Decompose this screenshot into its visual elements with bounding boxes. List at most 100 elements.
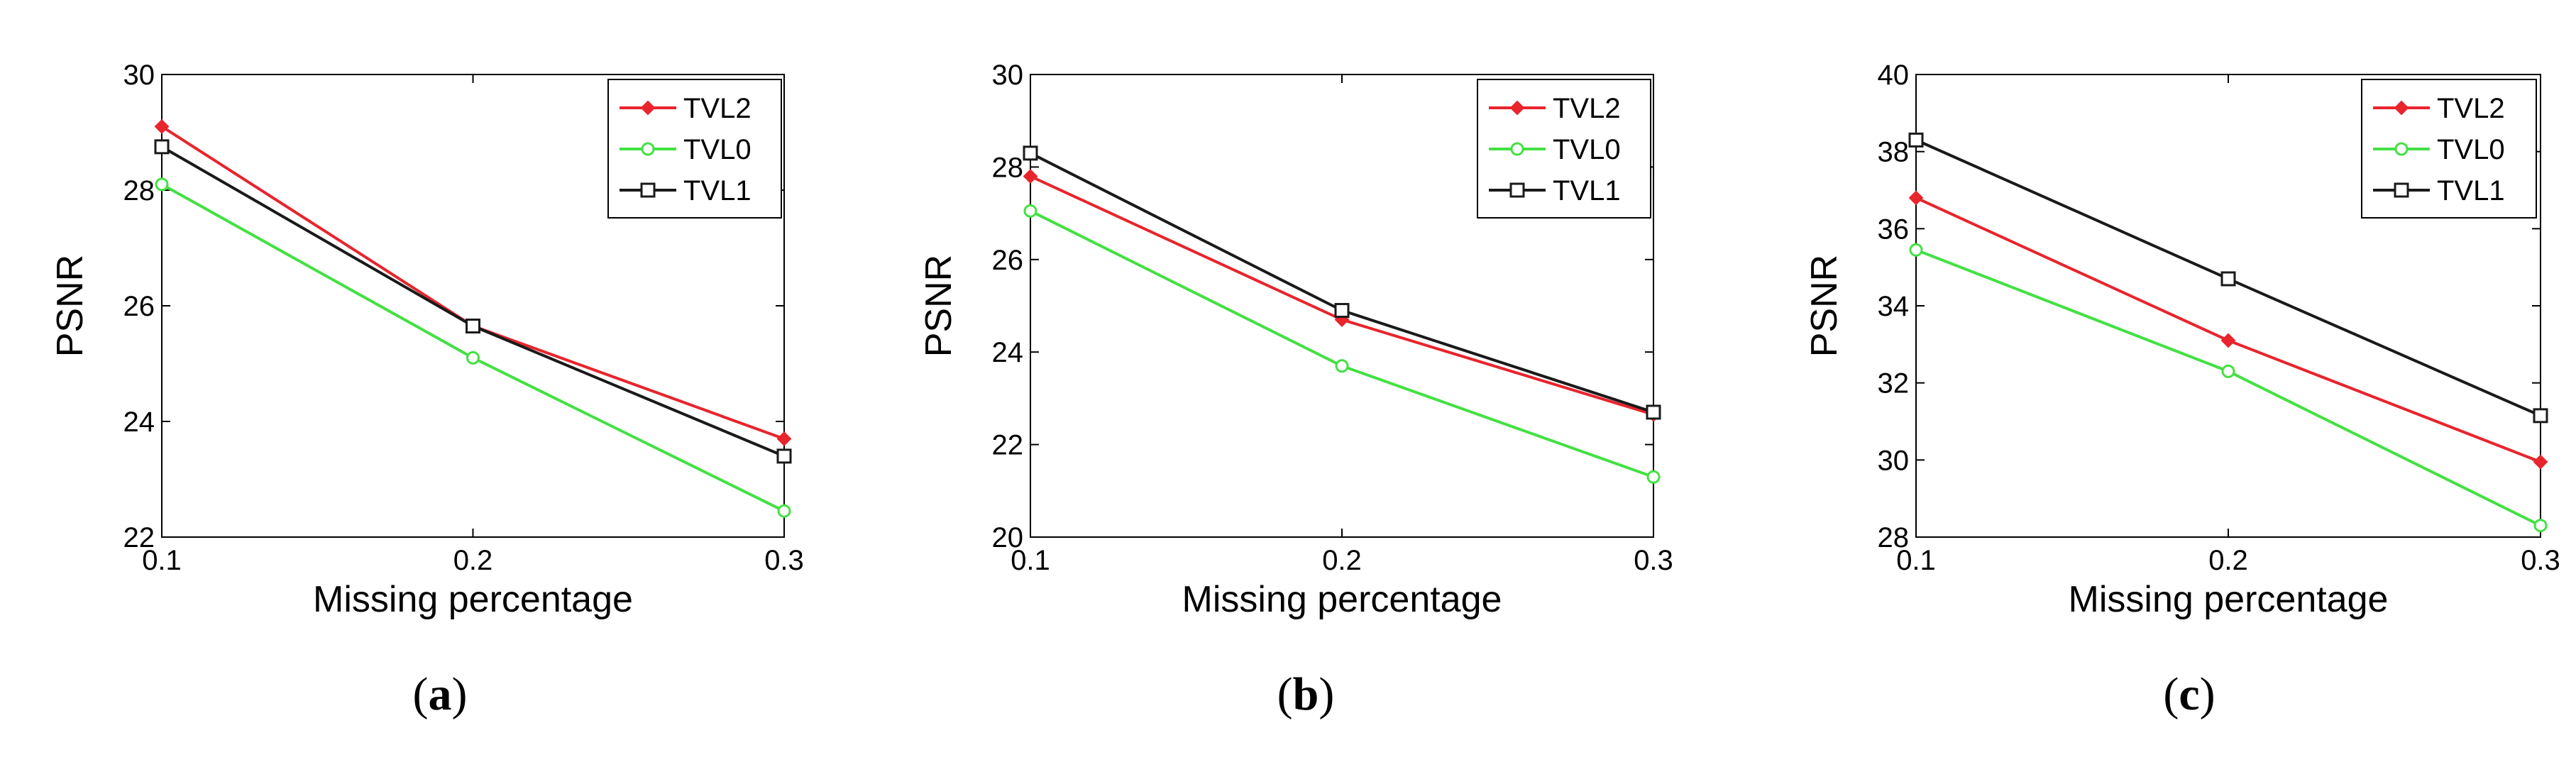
legend: TVL2 TVL0 TVL1 [607,79,782,219]
legend-marker-tvl1 [640,182,656,198]
caption-close-paren: ) [452,668,468,720]
panel-caption: (a) [413,668,468,720]
data-point-tvl0 [1646,470,1661,484]
legend-label-tvl0: TVL0 [683,134,752,165]
caption-close-paren: ) [1319,668,1334,720]
y-tick-label: 30 [1878,445,1910,476]
legend-label-tvl2: TVL2 [1553,93,1621,124]
legend-label-tvl2: TVL2 [2437,93,2505,124]
series-tvl0 [155,177,791,518]
chart-panel-b: 20 22 24 26 28 30 0.1 0.2 0.3 Missing percentage P… [918,60,1673,720]
legend-marker-tvl0 [641,142,655,156]
x-tick-label: 0.2 [453,545,493,576]
legend-marker-tvl2 [2394,100,2409,116]
y-tick-label: 28 [992,152,1024,183]
y-tick-label: 30 [123,60,155,91]
data-point-tvl1 [1646,404,1661,420]
series-tvl1 [1908,132,2548,424]
data-point-tvl0 [155,177,169,192]
y-tick-label: 26 [992,245,1024,276]
panel-caption: (c) [2163,668,2215,720]
legend-marker-tvl0 [1510,142,1524,156]
y-axis-label: PSNR [50,255,91,357]
data-point-tvl2 [1908,190,1924,206]
y-tick-label: 28 [1878,522,1910,553]
series-line-tvl0 [1915,248,2541,527]
y-tick-label: 30 [992,60,1024,91]
chart-panel-c: 28 30 32 34 36 38 40 0.1 0.2 0.3 Missing percentag… [1804,60,2560,720]
panel-caption: (b) [1277,668,1335,720]
legend-label-tvl2: TVL2 [683,93,752,124]
data-point-tvl0 [466,350,480,365]
caption-letter: b [1293,668,1319,720]
legend-label-tvl1: TVL1 [1553,175,1621,206]
x-axis-label: Missing percentage [313,579,633,620]
data-point-tvl1 [2220,271,2236,287]
x-tick-label: 0.3 [764,545,804,576]
caption-letter: a [429,668,452,720]
y-tick-label: 20 [992,522,1024,553]
legend: TVL2 TVL0 TVL1 [1477,79,1651,219]
y-tick-label: 28 [123,175,155,206]
y-tick-label: 34 [1878,291,1910,322]
y-tick-label: 26 [123,291,155,322]
data-point-tvl0 [1909,243,1923,257]
y-axis-label: PSNR [1804,255,1845,357]
y-tick-label: 24 [992,337,1024,368]
series-tvl0 [1023,204,1661,484]
caption-open-paren: ( [413,668,429,720]
data-point-tvl2 [154,118,170,134]
y-tick-label: 22 [123,522,155,553]
data-point-tvl2 [2220,333,2236,348]
x-tick-label: 0.1 [1896,545,1936,576]
legend-marker-tvl1 [1509,182,1525,198]
data-point-tvl1 [466,319,480,334]
legend-label-tvl0: TVL0 [1553,134,1621,165]
y-tick-label: 40 [1878,60,1910,91]
data-point-tvl0 [2221,364,2235,378]
caption-close-paren: ) [2200,668,2216,720]
y-axis-label: PSNR [918,255,959,357]
y-tick-label: 36 [1878,214,1910,245]
data-point-tvl0 [2533,519,2548,533]
x-tick-label: 0.3 [2521,545,2560,576]
data-point-tvl1 [154,139,170,155]
y-tick-label: 24 [123,407,155,438]
x-tick-label: 0.1 [1011,545,1050,576]
data-point-tvl0 [777,504,791,518]
data-point-tvl1 [1334,303,1350,319]
data-point-tvl2 [776,431,792,446]
caption-letter: c [2179,668,2199,720]
series-line-tvl0 [1030,209,1654,479]
data-point-tvl1 [1023,145,1038,161]
y-tick-label: 38 [1878,137,1910,168]
series-tvl0 [1909,243,2548,533]
data-point-tvl1 [776,448,792,464]
series-tvl1 [154,139,792,464]
series-tvl1 [1023,145,1661,420]
x-tick-label: 0.2 [1322,545,1362,576]
x-tick-label: 0.2 [2208,545,2248,576]
y-tick-label: 32 [1878,368,1910,399]
x-axis-label: Missing percentage [1182,579,1502,620]
legend-marker-tvl0 [2394,142,2409,156]
caption-open-paren: ( [2163,668,2179,720]
legend-label-tvl1: TVL1 [683,175,752,206]
caption-open-paren: ( [1277,668,1293,720]
data-point-tvl1 [2533,408,2548,424]
legend-label-tvl0: TVL0 [2437,134,2505,165]
legend-marker-tvl1 [2394,182,2409,198]
series-line-tvl2 [1915,197,2541,463]
x-tick-label: 0.3 [1634,545,1673,576]
legend-label-tvl1: TVL1 [2437,175,2505,206]
legend-marker-tvl2 [640,100,656,116]
legend-marker-tvl2 [1509,100,1525,116]
data-point-tvl2 [2533,454,2548,470]
legend: TVL2 TVL0 TVL1 [2361,79,2537,219]
series-line-tvl0 [161,183,785,513]
y-tick-label: 22 [992,430,1024,461]
data-point-tvl1 [1908,132,1924,148]
x-axis-label: Missing percentage [2069,579,2389,620]
x-tick-label: 0.1 [142,545,182,576]
